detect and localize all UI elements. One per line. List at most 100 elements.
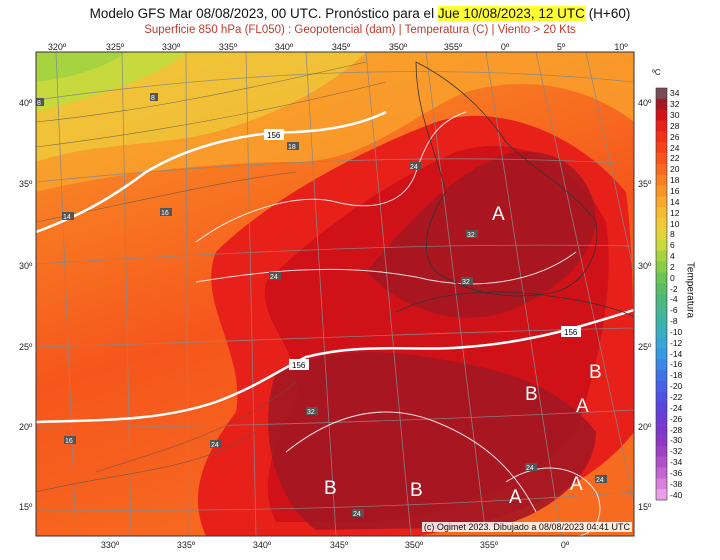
legend-tick-label: -34: [670, 457, 683, 468]
legend-tick-label: -30: [670, 435, 683, 446]
colorbar-swatch: [656, 142, 667, 154]
legend-tick-label: -6: [670, 305, 678, 316]
legend-tick-label: -12: [670, 337, 683, 348]
colorbar-swatch: [656, 207, 667, 219]
colorbar-swatch: [656, 434, 667, 447]
lon-label-top: 0º: [500, 42, 510, 52]
lon-label-bottom: 345º: [329, 540, 349, 550]
legend-tick-label: 14: [670, 196, 680, 207]
legend-tick-label: 26: [670, 131, 680, 142]
lat-label-left: 35º: [19, 179, 33, 189]
legend-tick-label: -4: [670, 294, 678, 305]
lat-label-right: 35º: [638, 179, 652, 189]
colorbar-swatch: [656, 380, 667, 392]
legend-tick-label: 8: [670, 229, 675, 240]
legend-tick-label: -8: [670, 316, 678, 327]
lon-label-top: 325º: [105, 42, 125, 52]
legend-tick-label: -24: [670, 402, 683, 413]
legend-tick-label: -22: [670, 392, 683, 402]
colorbar-swatch: [656, 185, 667, 197]
forecast-valid-time: Jue 10/08/2023, 12 UTC: [437, 6, 585, 21]
legend-tick-label: -14: [670, 348, 683, 359]
map-title: Modelo GFS Mar 08/08/2023, 00 UTC. Pronó…: [0, 6, 720, 21]
legend-tick-label: 28: [670, 120, 680, 131]
legend-tick-label: 2: [670, 261, 675, 272]
colorbar-swatch: [656, 250, 667, 262]
colorbar-swatch: [656, 294, 667, 306]
colorbar-swatch: [656, 120, 667, 132]
temperature-colorbar: [655, 87, 668, 501]
lon-label-bottom: 355º: [479, 540, 499, 550]
colorbar-swatch: [656, 239, 667, 251]
legend-tick-label: -10: [670, 326, 683, 337]
lon-label-bottom: 330º: [100, 540, 120, 550]
lon-label-top: 340º: [274, 42, 294, 52]
legend-tick-label: 12: [670, 207, 680, 218]
colorbar-swatch: [656, 153, 667, 165]
colorbar-swatch: [656, 98, 667, 110]
lat-label-right: 40º: [638, 98, 652, 108]
colorbar-swatch: [656, 369, 667, 382]
lon-label-bottom: 350º: [404, 540, 424, 550]
lat-label-right: 25º: [638, 342, 652, 352]
legend-tick-label: 30: [670, 110, 680, 121]
legend-tick-label: -16: [670, 359, 683, 370]
lon-label-top: 320º: [47, 42, 67, 52]
legend-tick-label: -2: [670, 283, 678, 294]
lon-label-top: 330º: [161, 42, 181, 52]
lon-label-top: 10º: [614, 42, 628, 52]
legend-tick-label: 4: [670, 251, 675, 262]
credit-text: (c) Ogimet 2023. Dibujado a 08/08/2023 0…: [421, 522, 632, 532]
lat-label-left: 30º: [19, 261, 33, 271]
lon-label-bottom: 335º: [176, 540, 196, 550]
legend-tick-label: -32: [670, 446, 683, 457]
forecast-hour: (H+60): [584, 6, 631, 21]
lon-label-top: 345º: [331, 42, 351, 52]
legend-tick-label: -26: [670, 413, 683, 424]
lat-label-left: 40º: [19, 98, 33, 108]
colorbar-swatch: [656, 402, 667, 414]
colorbar-swatch: [656, 109, 667, 121]
legend-tick-label: -40: [670, 489, 683, 500]
colorbar-swatch: [656, 326, 667, 338]
colorbar-swatch: [656, 359, 667, 371]
legend-tick-label: -28: [670, 424, 683, 435]
colorbar-swatch: [656, 283, 667, 295]
lat-label-right: 15º: [638, 502, 652, 512]
legend-tick-label: -20: [670, 381, 683, 392]
legend-tick-label: 32: [670, 99, 680, 110]
legend-tick-label: 20: [670, 164, 680, 175]
colorbar-swatch: [656, 218, 667, 230]
legend-tick-label: 18: [670, 175, 680, 186]
lat-label-left: 25º: [19, 342, 33, 352]
colorbar-swatch: [656, 261, 667, 273]
lat-label-right: 20º: [638, 422, 652, 432]
legend-tick-label: -38: [670, 478, 683, 489]
legend-tick-label: 10: [670, 218, 680, 229]
colorbar-swatch: [656, 413, 667, 425]
legend-tick-label: -18: [670, 370, 683, 381]
lon-label-top: 355º: [443, 42, 463, 52]
lon-label-top: 335º: [218, 42, 238, 52]
colorbar-swatch: [656, 272, 667, 284]
lon-label-top: 350º: [388, 42, 408, 52]
lon-label-bottom: 0º: [560, 540, 570, 550]
colorbar-swatch: [656, 445, 667, 457]
colorbar-swatch: [656, 304, 667, 316]
legend-unit: ºC: [652, 68, 661, 77]
lat-label-left: 15º: [19, 502, 33, 512]
colorbar-swatch: [656, 391, 667, 403]
legend-tick-label: 16: [670, 186, 680, 196]
legend-tick-label: 24: [670, 142, 680, 153]
legend-tick-label: 6: [670, 240, 675, 251]
lat-label-right: 30º: [638, 261, 652, 271]
colorbar-swatch: [656, 163, 667, 176]
colorbar-swatch: [656, 467, 667, 479]
lon-label-bottom: 340º: [252, 540, 272, 550]
colorbar-swatch: [656, 174, 667, 186]
map-subtitle: Superficie 850 hPa (FL050) : Geopotencia…: [144, 24, 576, 36]
colorbar-swatch: [656, 478, 667, 490]
colorbar-swatch: [656, 228, 667, 241]
legend-label: Temperatura: [684, 261, 696, 319]
